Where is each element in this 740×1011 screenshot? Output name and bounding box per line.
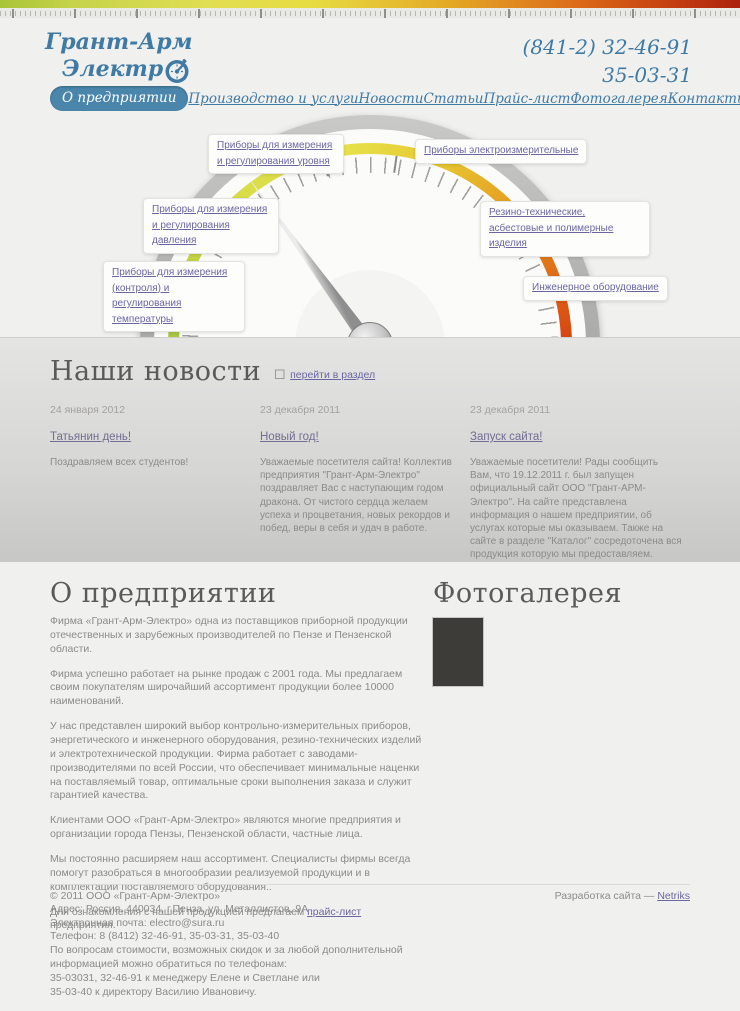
news-text: Уважаемые посетителя сайта! Коллектив пр… — [260, 457, 452, 534]
category-link-pressure[interactable]: Приборы для измерения и регулирования да… — [152, 204, 268, 246]
main-nav: О предприятии Производство и услуги Ново… — [50, 86, 740, 111]
logo-text-line1: Грант-Арм — [45, 29, 193, 55]
credit-text: Разработка сайта — — [554, 890, 658, 902]
news-date: 23 декабря 2011 — [260, 404, 341, 416]
category-label-pressure: Приборы для измерения и регулирования да… — [143, 198, 279, 254]
developer-link[interactable]: Netriks — [657, 890, 690, 902]
gauge-hero: Приборы для измерения и регулирования ур… — [0, 110, 740, 337]
news-section: Наши новости перейти в раздел 24 января … — [0, 337, 740, 562]
pricelist-link[interactable]: прайс-лист — [307, 905, 362, 918]
footer-phone: Телефон: 8 (8412) 32-46-91, 35-03-31, 35… — [50, 930, 280, 943]
footer-copyright: © 2011 ООО «Грант-Арм-Электро» — [50, 890, 221, 902]
category-link-temperature[interactable]: Приборы для измерения (контроля) и регул… — [112, 267, 228, 325]
footer-address: Адрес: Россия, 440034, г.Пенза, ул. Мета… — [50, 903, 309, 916]
category-link-level[interactable]: Приборы для измерения и регулирования ур… — [217, 140, 333, 167]
category-link-engineering[interactable]: Инженерное оборудование — [532, 282, 659, 293]
footer-credit: Разработка сайта — Netriks — [555, 890, 690, 944]
about-paragraph: Фирма «Грант-Арм-Электро» одна из постав… — [50, 615, 408, 655]
footer: © 2011 ООО «Грант-Арм-Электро» Адрес: Ро… — [50, 884, 690, 944]
logo[interactable]: Грант-Арм Электр — [45, 29, 193, 84]
news-text: Уважаемые посетители! Рады сообщить Вам,… — [470, 457, 682, 561]
category-label-rubber: Резино-технические, асбестовые и полимер… — [480, 201, 650, 257]
pricelist-text-before: Для ознакомления с нашей продукцией пред… — [50, 905, 308, 918]
gallery-section-title: Фотогалерея — [433, 578, 623, 609]
nav-item-contacts[interactable]: Контакты — [667, 90, 740, 107]
phones-line1: 35-03031, 32-46-91 к менеджеру Елене и С… — [50, 972, 320, 985]
footer-contacts: © 2011 ООО «Грант-Арм-Электро» Адрес: Ро… — [50, 890, 308, 944]
gallery-thumbnail[interactable] — [433, 618, 483, 686]
news-date: 24 января 2012 — [50, 404, 126, 416]
phones-line2: 35-03-40 к директору Василию Ивановичу. — [50, 985, 257, 998]
news-item: 23 декабря 2011 Запуск сайта! Уважаемые … — [470, 404, 682, 562]
nav-item-production[interactable]: Производство и услуги — [188, 90, 359, 107]
nav-item-about[interactable]: О предприятии — [50, 86, 189, 111]
goto-section-icon — [275, 369, 285, 379]
news-text: Поздравляем всех студентов! — [50, 457, 189, 468]
news-date: 23 декабря 2011 — [470, 404, 551, 416]
news-title-link[interactable]: Татьянин день! — [50, 431, 132, 443]
category-label-level: Приборы для измерения и регулирования ур… — [208, 134, 344, 174]
category-label-temperature: Приборы для измерения (контроля) и регул… — [103, 261, 245, 332]
category-label-engineering: Инженерное оборудование — [523, 276, 668, 301]
logo-text-line2: Электр — [62, 56, 164, 83]
category-link-rubber[interactable]: Резино-технические, асбестовые и полимер… — [489, 207, 614, 249]
news-item: 24 января 2012 Татьянин день! Поздравляе… — [50, 404, 246, 562]
phone-line2: 35-03-31 — [602, 63, 692, 87]
about-paragraph-phones: По вопросам стоимости, возможных скидок … — [50, 944, 428, 999]
about-section-title: О предприятии — [50, 578, 277, 609]
nav-item-pricelist[interactable]: Прайс-лист — [483, 90, 571, 107]
news-title-link[interactable]: Новый год! — [260, 431, 319, 443]
pricelist-text-after: предприятия. — [50, 919, 116, 932]
nav-item-news[interactable]: Новости — [358, 90, 424, 107]
news-title-link[interactable]: Запуск сайта! — [470, 431, 543, 443]
gauge-scale-stripe — [0, 0, 740, 8]
footer-email: Электронная почта: electro@sura.ru — [50, 916, 225, 929]
news-section-title: Наши новости — [50, 356, 262, 387]
nav-item-photogallery[interactable]: Фотогалерея — [570, 90, 668, 107]
about-text: Фирма «Грант-Арм-Электро» одна из постав… — [50, 615, 428, 1011]
ruler-strip — [0, 8, 740, 18]
about-paragraph-pricelist: Для ознакомления с нашей продукцией пред… — [50, 906, 428, 934]
about-paragraph: Клиентами ООО «Грант-Арм-Электро» являют… — [50, 814, 401, 841]
phone-line1: (841-2) 32-46-91 — [522, 35, 692, 59]
category-label-electrical: Приборы электроизмерительные — [415, 139, 588, 164]
nav-item-articles[interactable]: Статьи — [423, 90, 484, 107]
category-link-electrical[interactable]: Приборы электроизмерительные — [424, 145, 579, 156]
logo-gauge-icon — [165, 59, 189, 84]
about-paragraph: Мы постоянно расширяем наш ассортимент. … — [50, 853, 411, 893]
about-paragraph: Фирма успешно работает на рынке продаж с… — [50, 667, 403, 708]
news-item: 23 декабря 2011 Новый год! Уважаемые пос… — [260, 404, 456, 562]
goto-section-link[interactable]: перейти в раздел — [290, 368, 376, 381]
phone-numbers: (841-2) 32-46-91 35-03-31 — [523, 33, 692, 89]
about-paragraph: У нас представлен широкий выбор контроль… — [50, 720, 422, 802]
phones-intro: По вопросам стоимости, возможных скидок … — [50, 944, 403, 971]
